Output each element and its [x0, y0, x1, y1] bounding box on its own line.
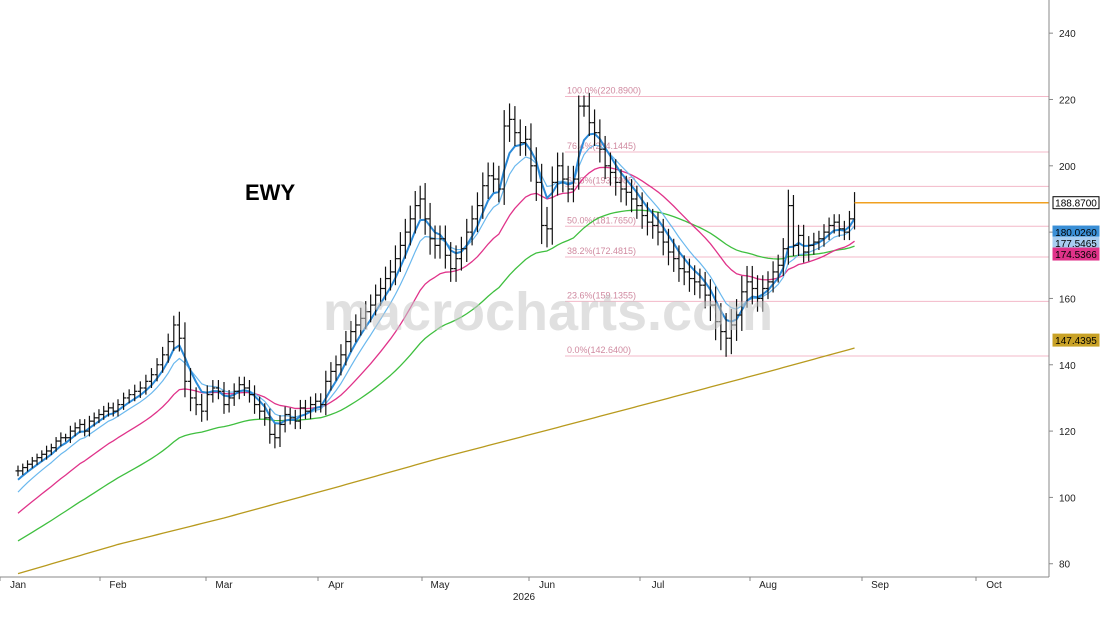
fib-label: 61.8%(193.7985) — [567, 175, 636, 185]
x-tick-label: Jan — [10, 580, 26, 591]
price-badge — [1052, 333, 1100, 347]
moving-averages — [17, 132, 856, 575]
y-tick-labels: 80100120140160180200220240 — [1049, 29, 1076, 571]
x-tick-label: Apr — [328, 580, 344, 591]
fib-label: 100.0%(220.8900) — [567, 86, 641, 96]
y-tick-label: 200 — [1059, 162, 1076, 173]
axes — [0, 0, 1050, 578]
price-badge — [1052, 247, 1100, 261]
x-tick-label: Feb — [109, 580, 127, 591]
watermark: macrocharts.com — [323, 282, 773, 342]
ma-mid-line — [17, 166, 855, 514]
fib-label: 0.0%(142.6400) — [567, 345, 631, 355]
fib-label: 38.2%(172.4815) — [567, 246, 636, 256]
fib-label: 50.0%(181.7650) — [567, 215, 636, 225]
fib-label: 23.6%(159.1355) — [567, 290, 636, 300]
price-badge-label: 188.8700 — [1055, 199, 1097, 210]
y-tick-label: 160 — [1059, 294, 1076, 305]
ma-long-line — [17, 209, 855, 542]
x-tick-label: Sep — [871, 580, 889, 591]
x-tick-labels: Jan Feb Mar Apr May Jun Jul Aug Sep Oct — [0, 577, 1002, 591]
price-badge — [1052, 196, 1100, 210]
x-tick-label: May — [431, 580, 450, 591]
x-tick-label: Aug — [759, 580, 777, 591]
ticker-label: EWY — [245, 180, 295, 205]
price-badge-label: 180.0260 — [1055, 228, 1097, 239]
ma-longest-line — [17, 347, 855, 575]
y-tick-label: 80 — [1059, 560, 1071, 571]
price-badge-label: 174.5366 — [1055, 250, 1097, 261]
y-tick-label: 100 — [1059, 493, 1076, 504]
y-tick-label: 240 — [1059, 29, 1076, 40]
x-tick-label: Jun — [539, 580, 555, 591]
fib-label: 76.4%(204.1445) — [567, 141, 636, 151]
price-bars — [15, 92, 858, 477]
y-tick-label: 220 — [1059, 95, 1076, 106]
y-tick-label: 120 — [1059, 427, 1076, 438]
fibonacci-levels: 100.0%(220.8900) 76.4%(204.1445) 61.8%(193… — [565, 86, 1049, 357]
price-badge-label: 177.5465 — [1055, 239, 1097, 250]
year-label: 2026 — [513, 592, 536, 603]
y-tick-label: 140 — [1059, 361, 1076, 372]
x-tick-label: Mar — [215, 580, 233, 591]
x-tick-label: Jul — [652, 580, 665, 591]
x-tick-label: Oct — [986, 580, 1002, 591]
price-badge-label: 147.4395 — [1055, 336, 1097, 347]
